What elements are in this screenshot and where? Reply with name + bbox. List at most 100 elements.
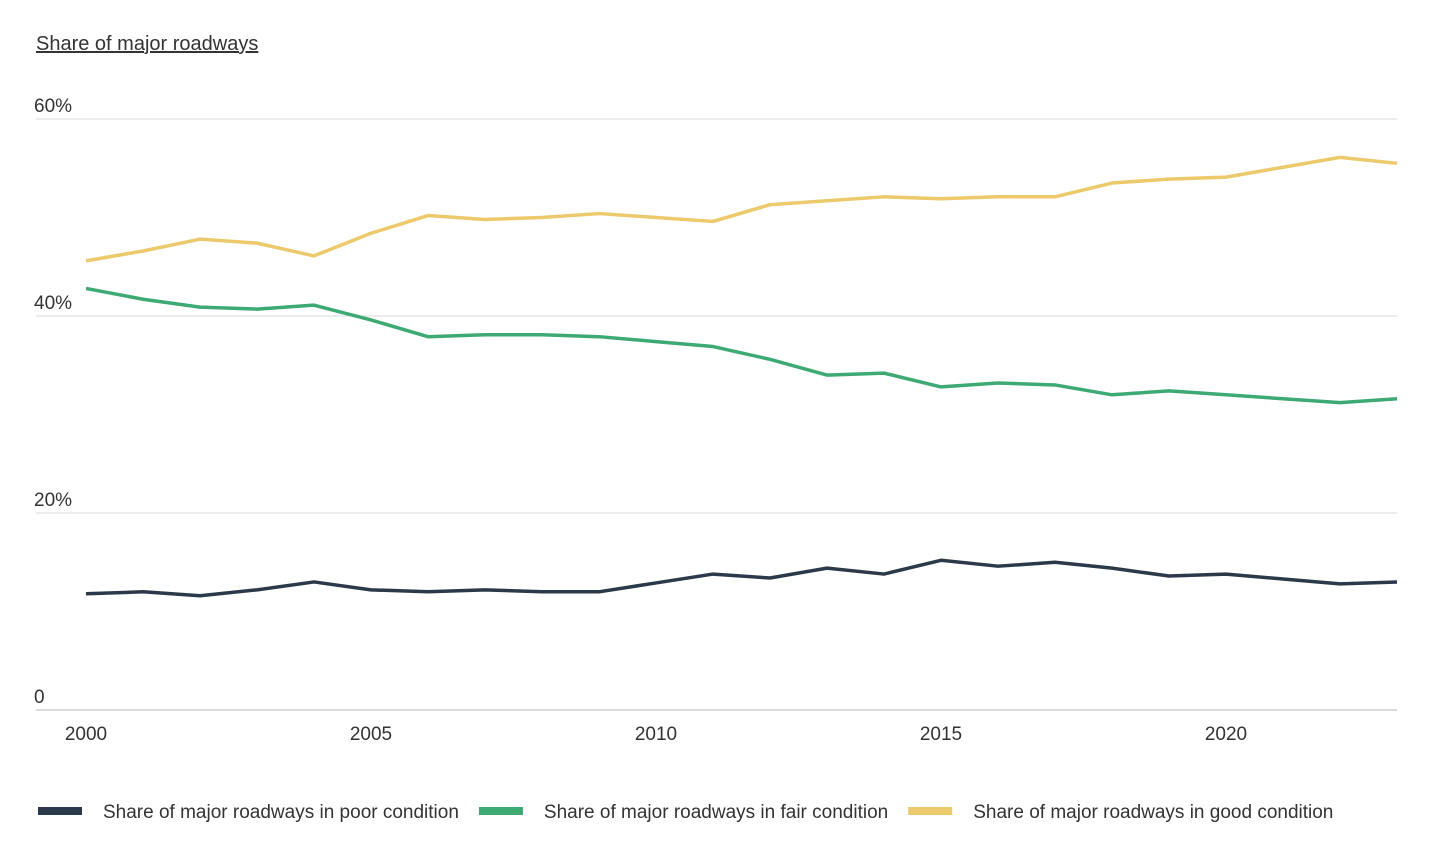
series-line-3 [85,155,1398,263]
data-point[interactable]: 2009: 37.9% [594,332,604,342]
data-point[interactable]: 2020: 54.1% [1221,172,1231,182]
data-point[interactable]: 2001: 12.0% [138,587,148,597]
data-point[interactable]: 2007: 49.8% [480,214,490,224]
data-point[interactable]: 2023: 31.6% [1392,394,1402,404]
legend: Share of major roadways in poor conditio… [38,802,1333,823]
data-point[interactable]: 2016: 14.6% [993,561,1003,571]
data-point[interactable]: 2007: 38.1% [480,330,490,340]
y-tick-label-40: 40% [34,293,72,314]
data-point[interactable]: 2022: 56.1% [1335,152,1345,162]
series-3: 2000: 45.6% 2001: 46.6% 2002: 47.8% 2003: 4… [81,152,1402,266]
legend-swatch [38,807,82,815]
data-point[interactable]: 2019: 53.9% [1164,174,1174,184]
data-point[interactable]: 2014: 52.1% [879,192,889,202]
series-line-1 [85,558,1398,598]
data-point[interactable]: 2021: 31.6% [1278,394,1288,404]
data-point[interactable]: 2000: 11.8% [81,589,91,599]
data-point[interactable]: 2002: 40.9% [195,302,205,312]
y-tick-label-0: 0 [34,687,45,708]
data-point[interactable]: 2017: 33.0% [1050,380,1060,390]
x-tick-label-2010: 2010 [635,724,677,745]
data-point[interactable]: 2021: 13.3% [1278,574,1288,584]
data-point[interactable]: 2002: 11.6% [195,591,205,601]
data-point[interactable]: 2009: 50.4% [594,209,604,219]
x-tick-label-2005: 2005 [350,724,392,745]
data-point[interactable]: 2015: 32.8% [936,382,946,392]
data-point[interactable]: 2012: 35.6% [765,354,775,364]
data-point[interactable]: 2012: 13.4% [765,573,775,583]
data-point[interactable]: 2020: 13.8% [1221,569,1231,579]
data-point[interactable]: 2003: 47.4% [252,238,262,248]
data-point[interactable]: 2004: 41.1% [309,300,319,310]
x-axis-tick-labels: 2000 2005 2010 2015 2020 [65,724,1247,745]
data-point[interactable]: 2008: 38.1% [537,330,547,340]
data-point[interactable]: 2017: 52.1% [1050,192,1060,202]
data-point[interactable]: 2014: 34.2% [879,368,889,378]
data-point[interactable]: 2008: 12.0% [537,587,547,597]
legend-label: Share of major roadways in fair conditio… [544,802,888,823]
data-point[interactable]: 2018: 53.5% [1107,178,1117,188]
data-point[interactable]: 2012: 51.3% [765,200,775,210]
x-tick-label-2000: 2000 [65,724,107,745]
data-point[interactable]: 2019: 13.6% [1164,571,1174,581]
gridlines [36,118,1397,711]
data-point[interactable]: 2019: 32.4% [1164,386,1174,396]
y-tick-label-60: 60% [34,96,72,117]
legend-label: Share of major roadways in poor conditio… [103,802,459,823]
data-point[interactable]: 2013: 34.0% [822,370,832,380]
data-point[interactable]: 2022: 31.2% [1335,398,1345,408]
data-point[interactable]: 2009: 12.0% [594,587,604,597]
data-point[interactable]: 2006: 37.9% [423,332,433,342]
series-1: 2000: 11.8% 2001: 12.0% 2002: 11.6% 2003: 1… [81,555,1402,601]
data-point[interactable]: 2002: 47.8% [195,234,205,244]
data-point[interactable]: 2018: 32.0% [1107,390,1117,400]
data-point[interactable]: 2022: 12.8% [1335,579,1345,589]
data-point[interactable]: 2016: 52.1% [993,192,1003,202]
data-point[interactable]: 2011: 49.6% [708,216,718,226]
data-point[interactable]: 2001: 41.7% [138,294,148,304]
data-point[interactable]: 2003: 12.2% [252,585,262,595]
data-point[interactable]: 2010: 12.9% [651,578,661,588]
data-point[interactable]: 2010: 50.0% [651,213,661,223]
data-point[interactable]: 2017: 15.0% [1050,557,1060,567]
x-tick-label-2020: 2020 [1205,724,1247,745]
data-point[interactable]: 2005: 48.4% [366,228,376,238]
data-point[interactable]: 2010: 37.4% [651,337,661,347]
data-point[interactable]: 2023: 13.0% [1392,577,1402,587]
data-point[interactable]: 2006: 50.2% [423,211,433,221]
series-2: 2000: 42.8% 2001: 41.7% 2002: 40.9% 2003: 4… [81,283,1402,408]
data-point[interactable]: 2004: 46.1% [309,251,319,261]
data-point[interactable]: 2004: 13.0% [309,577,319,587]
legend-item-2: Share of major roadways in fair conditio… [478,802,888,823]
legend-item-3: Share of major roadways in good conditio… [908,802,1333,823]
data-point[interactable]: 2008: 50.0% [537,213,547,223]
data-point[interactable]: 2005: 12.2% [366,585,376,595]
legend-label: Share of major roadways in good conditio… [973,802,1333,823]
data-point[interactable]: 2014: 13.8% [879,569,889,579]
data-point[interactable]: 2023: 55.5% [1392,158,1402,168]
data-point[interactable]: 2020: 32.0% [1221,390,1231,400]
data-point[interactable]: 2021: 55.1% [1278,162,1288,172]
data-point[interactable]: 2018: 14.4% [1107,563,1117,573]
data-point[interactable]: 2011: 36.9% [708,342,718,352]
data-point[interactable]: 2007: 12.2% [480,585,490,595]
data-point[interactable]: 2011: 13.8% [708,569,718,579]
data-point[interactable]: 2001: 46.6% [138,246,148,256]
data-point[interactable]: 2005: 39.6% [366,315,376,325]
data-point[interactable]: 2015: 51.9% [936,194,946,204]
y-axis-tick-labels: 0 20% 40% 60% [34,96,72,708]
data-point[interactable]: 2000: 42.8% [81,283,91,293]
data-point[interactable]: 2015: 15.2% [936,555,946,565]
data-point[interactable]: 2000: 45.6% [81,256,91,266]
data-point[interactable]: 2013: 51.7% [822,196,832,206]
legend-swatch [478,807,523,815]
series-lines: 2000: 11.8% 2001: 12.0% 2002: 11.6% 2003: 1… [81,152,1402,601]
legend-item-1: Share of major roadways in poor conditio… [38,802,459,823]
data-point[interactable]: 2003: 40.7% [252,304,262,314]
data-point[interactable]: 2016: 33.2% [993,378,1003,388]
y-tick-label-20: 20% [34,490,72,511]
data-point[interactable]: 2006: 12.0% [423,587,433,597]
data-point[interactable]: 2013: 14.4% [822,563,832,573]
